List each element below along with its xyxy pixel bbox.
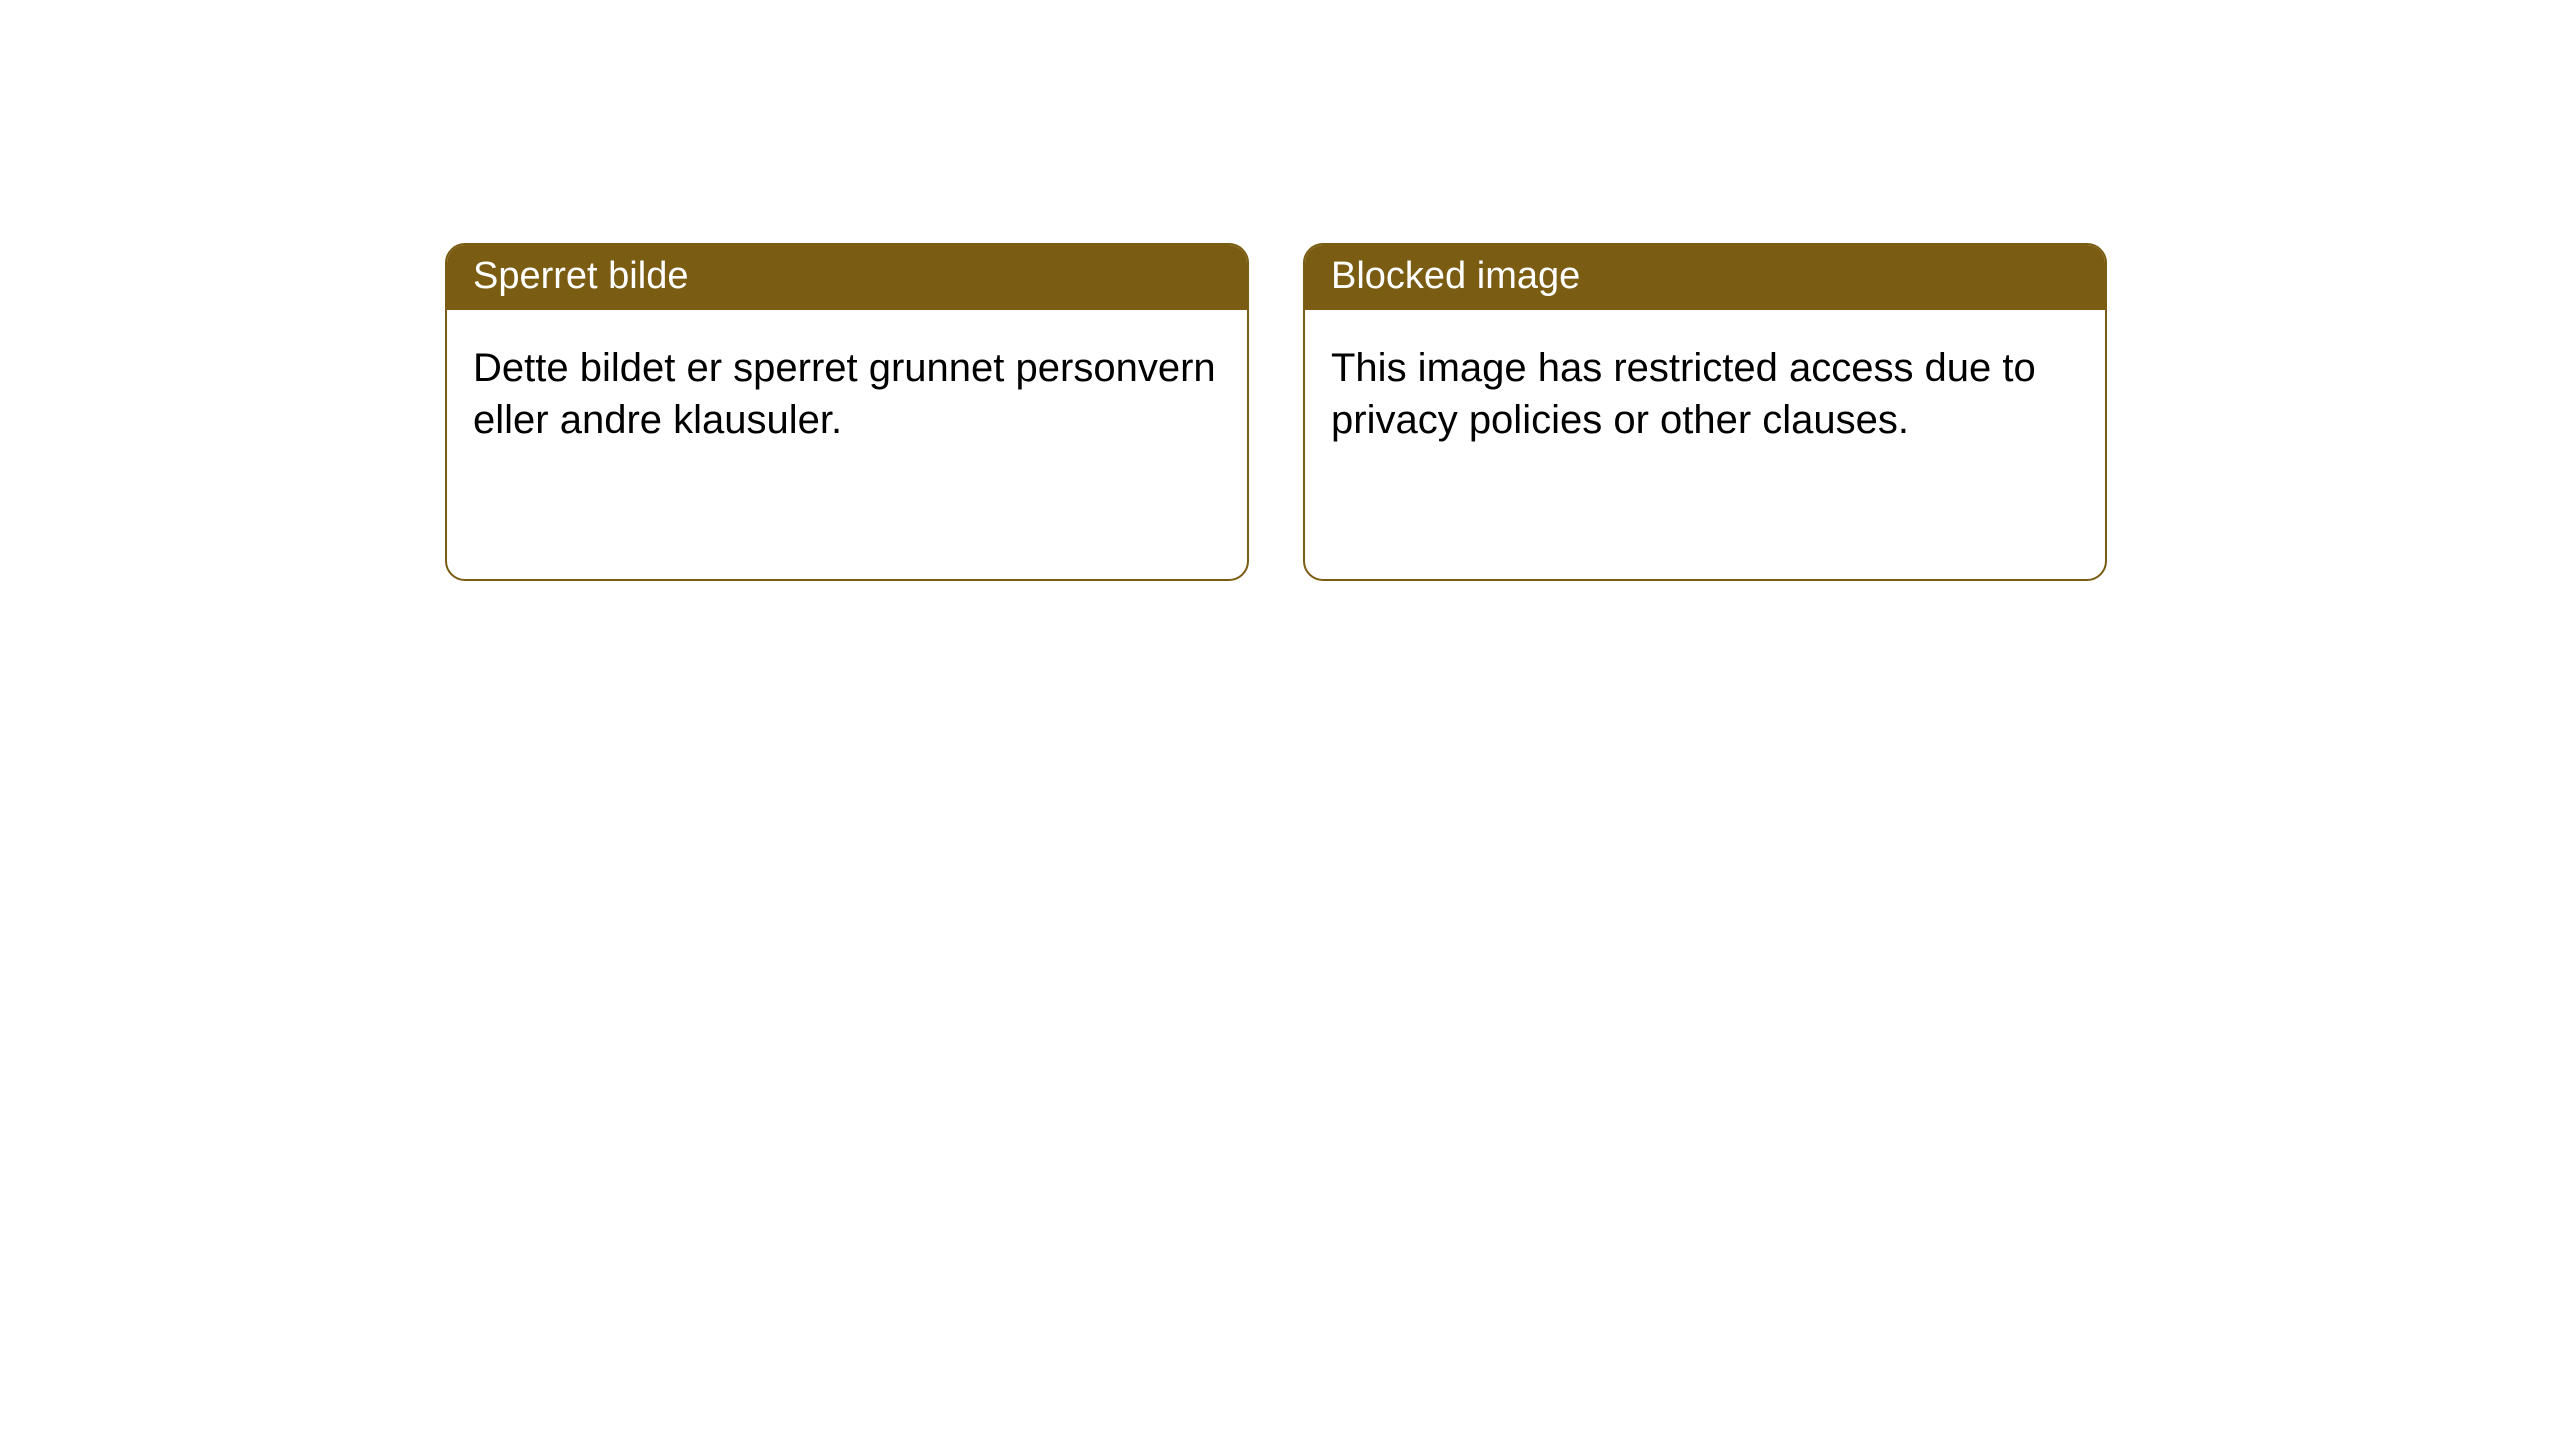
- notice-container: Sperret bilde Dette bildet er sperret gr…: [0, 0, 2560, 581]
- card-message: Dette bildet er sperret grunnet personve…: [473, 346, 1216, 442]
- card-body-norwegian: Dette bildet er sperret grunnet personve…: [447, 310, 1247, 478]
- card-title: Sperret bilde: [473, 255, 688, 297]
- card-message: This image has restricted access due to …: [1331, 346, 2036, 442]
- card-header-norwegian: Sperret bilde: [447, 245, 1247, 310]
- card-title: Blocked image: [1331, 255, 1580, 297]
- blocked-image-card-norwegian: Sperret bilde Dette bildet er sperret gr…: [445, 243, 1249, 581]
- card-body-english: This image has restricted access due to …: [1305, 310, 2105, 478]
- blocked-image-card-english: Blocked image This image has restricted …: [1303, 243, 2107, 581]
- card-header-english: Blocked image: [1305, 245, 2105, 310]
